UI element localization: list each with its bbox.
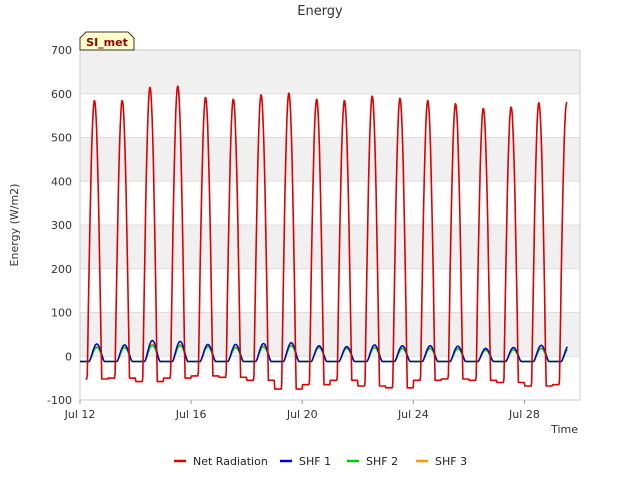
legend-item: Net Radiation xyxy=(174,455,268,468)
y-tick-label: 300 xyxy=(51,219,72,232)
x-axis-label: Time xyxy=(550,423,578,436)
x-tick-label: Jul 20 xyxy=(286,408,318,421)
x-axis: Jul 12 Jul 16 Jul 20 Jul 24 Jul 28 xyxy=(64,400,540,421)
legend-label: Net Radiation xyxy=(193,455,268,468)
series-line-net-radiation xyxy=(85,85,568,390)
plot-frame xyxy=(79,49,581,401)
y-axis-label: Energy (W/m2) xyxy=(8,184,21,267)
y-tick-label: 500 xyxy=(51,132,72,145)
plot-band xyxy=(80,137,580,182)
x-tick-label: Jul 24 xyxy=(397,408,429,421)
legend-label: SHF 3 xyxy=(435,455,467,468)
y-axis: -100 0 100 200 300 400 500 600 700 xyxy=(47,44,72,407)
plot-band xyxy=(80,225,580,269)
plot-band xyxy=(80,50,580,94)
site-badge: SI_met xyxy=(79,31,135,51)
site-badge-box xyxy=(79,31,135,51)
legend: Net Radiation SHF 1 SHF 2 SHF 3 xyxy=(174,455,467,468)
y-tick-label: 600 xyxy=(51,88,72,101)
chart-title: Energy xyxy=(297,4,343,19)
y-tick-label: 0 xyxy=(65,350,72,363)
y-tick-label: 100 xyxy=(51,307,72,320)
legend-item: SHF 2 xyxy=(347,455,398,468)
legend-label: SHF 1 xyxy=(299,455,331,468)
site-badge-label: SI_met xyxy=(86,36,128,49)
y-tick-label: -100 xyxy=(47,394,72,407)
plot-band xyxy=(80,312,580,357)
legend-item: SHF 1 xyxy=(280,455,331,468)
series-layer xyxy=(79,85,568,390)
plot-bands xyxy=(80,50,580,357)
x-tick-label: Jul 28 xyxy=(508,408,540,421)
y-tick-label: 400 xyxy=(51,175,72,188)
x-tick-label: Jul 16 xyxy=(175,408,207,421)
legend-item: SHF 3 xyxy=(416,455,467,468)
x-tick-label: Jul 12 xyxy=(64,408,96,421)
legend-label: SHF 2 xyxy=(366,455,398,468)
y-tick-label: 200 xyxy=(51,263,72,276)
y-tick-label: 700 xyxy=(51,44,72,57)
